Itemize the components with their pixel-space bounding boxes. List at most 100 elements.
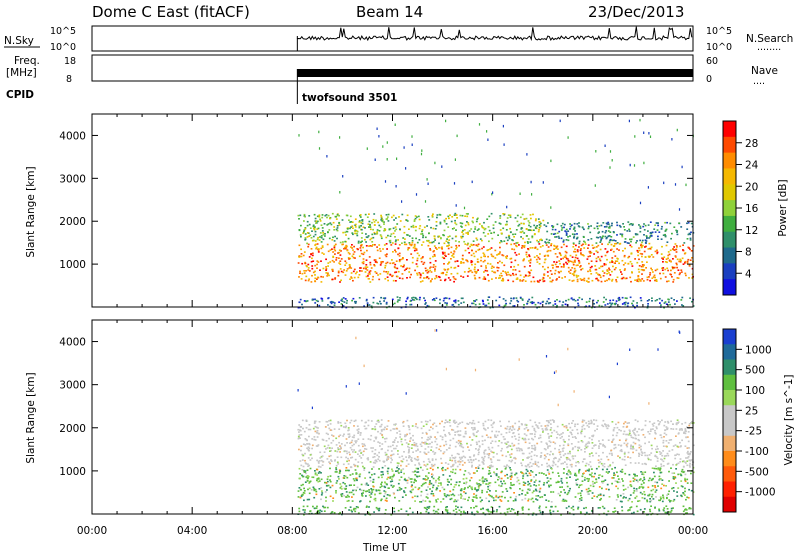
velocity-cell [505,488,508,490]
power-cell [472,302,475,305]
velocity-cell [440,457,442,460]
power-cell [406,259,408,261]
power-cell [610,224,613,227]
power-cell [490,247,493,249]
velocity-cell [587,480,590,482]
power-cell [538,243,541,245]
velocity-cell [411,444,414,446]
power-cell [579,265,582,267]
power-cell [529,247,532,249]
velocity-cell [516,513,519,516]
power-cell [589,252,592,254]
velocity-cell [648,454,651,456]
velocity-cell [580,440,583,442]
power-cell [346,230,349,233]
velocity-cell [392,428,395,430]
velocity-cell [682,505,685,508]
velocity-cell [434,440,437,443]
power-cell [606,236,608,239]
power-cell [364,213,367,216]
power-cell [560,237,563,240]
velocity-cell [549,465,551,468]
velocity-cell [671,472,674,474]
velocity-cell [674,457,677,460]
freq-panel: Freq. [MHz] 18 8 60 0 Nave .... [6,54,778,87]
power-cell [433,237,436,240]
velocity-cell [550,435,553,437]
power-cell [328,229,331,231]
power-cell [688,277,690,279]
power-cell [636,261,639,264]
power-cell [345,306,348,309]
power-cell [505,274,508,276]
velocity-cell [550,491,552,493]
power-cell [590,273,593,275]
power-cell [612,250,615,253]
velocity-cell [623,453,626,455]
velocity-cell [426,443,428,445]
velocity-cell [463,482,465,484]
power-cell [600,255,603,258]
velocity-cell [454,468,457,471]
power-cell [661,269,664,271]
power-cell [613,302,616,305]
power-cell [621,277,624,280]
velocity-cell [648,477,651,480]
power-cell [551,279,554,282]
power-cell [459,214,462,217]
power-colorbar-swatch [723,121,736,138]
power-cell [552,267,554,269]
velocity-cell [598,486,601,488]
velocity-cell [598,461,600,464]
power-cell [537,301,540,304]
velocity-cell [546,469,549,471]
power-xticks [91,114,694,307]
power-cell [690,250,693,252]
velocity-cell [552,460,555,463]
power-cell [523,265,526,268]
velocity-cell [444,469,447,471]
velocity-cell [621,506,623,508]
power-cell [441,165,443,168]
power-cell [516,220,519,223]
power-cell [607,221,610,224]
power-cell [557,248,559,250]
power-cell [369,226,372,228]
velocity-cell [335,490,337,492]
velocity-cell [448,433,451,436]
power-cell [315,222,317,224]
power-cell [528,224,530,227]
velocity-cell [633,478,636,481]
velocity-cell [432,509,435,512]
power-cell [527,229,530,231]
velocity-cell [519,488,521,490]
velocity-cell [442,474,445,476]
velocity-cell [403,490,405,492]
velocity-cell [454,472,457,475]
power-cell [322,238,325,241]
velocity-cell [499,499,502,501]
power-cell [317,220,319,223]
power-cell [434,260,437,262]
velocity-cell [443,426,446,428]
power-cell [550,243,553,245]
power-cell [303,230,305,233]
power-cell [415,249,418,251]
power-cell [396,296,399,298]
power-cell [583,236,585,238]
power-cell [453,280,455,283]
power-cell [384,180,387,183]
velocity-cell [309,428,312,431]
velocity-cell [650,479,653,482]
power-cell [641,264,644,266]
power-cell [551,225,553,227]
power-cell [598,267,601,269]
velocity-cell [478,451,480,454]
power-cell [307,263,310,266]
velocity-cell [670,420,672,423]
power-cell [642,280,645,282]
power-cell [600,239,602,242]
power-cell [499,229,502,231]
power-cell [522,306,525,309]
power-cell [303,300,306,302]
